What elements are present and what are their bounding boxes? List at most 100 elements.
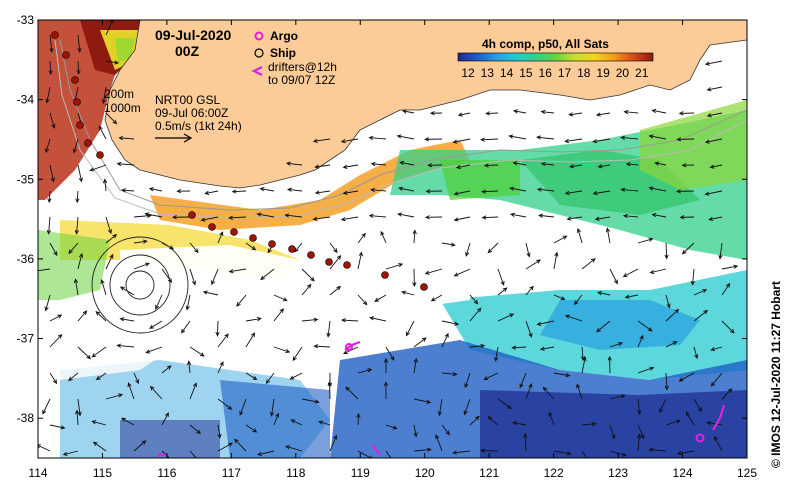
current-arrow bbox=[509, 212, 527, 218]
current-arrow bbox=[542, 386, 555, 400]
current-arrow bbox=[77, 310, 88, 322]
current-arrow bbox=[374, 294, 387, 302]
current-arrow bbox=[453, 268, 471, 277]
current-arrow bbox=[654, 161, 667, 166]
ship-position bbox=[230, 228, 238, 236]
current-arrow bbox=[706, 86, 723, 92]
current-arrow bbox=[340, 138, 359, 144]
current-arrow bbox=[239, 398, 247, 416]
current-arrow bbox=[665, 308, 680, 322]
current-arrow bbox=[678, 111, 695, 116]
current-arrow bbox=[512, 109, 527, 114]
current-arrow bbox=[508, 134, 527, 140]
current-arrow bbox=[463, 398, 471, 416]
colorbar-scale bbox=[457, 52, 654, 62]
current-arrow bbox=[441, 332, 449, 348]
current-arrow bbox=[68, 372, 79, 382]
current-arrow bbox=[536, 135, 555, 140]
current-arrow bbox=[413, 337, 427, 348]
colorbar-label: 15 bbox=[519, 66, 533, 80]
sst-field bbox=[38, 20, 747, 458]
current-arrow bbox=[553, 294, 566, 301]
current-arrow bbox=[259, 187, 275, 192]
current-arrow bbox=[620, 187, 639, 192]
current-arrow bbox=[435, 434, 443, 452]
current-arrow bbox=[95, 311, 107, 322]
argo-symbol bbox=[254, 31, 264, 41]
current-arrow bbox=[98, 125, 107, 140]
current-arrow bbox=[217, 398, 233, 410]
current-arrow bbox=[487, 242, 499, 254]
y-tick-label: -37 bbox=[17, 332, 35, 346]
colorbar-label: 21 bbox=[635, 66, 649, 80]
current-arrow bbox=[512, 421, 527, 426]
ship-position bbox=[343, 261, 351, 269]
current-arrow bbox=[189, 346, 205, 357]
current-arrow bbox=[623, 109, 639, 115]
current-arrow bbox=[273, 294, 288, 302]
current-arrow bbox=[523, 433, 528, 452]
current-arrow bbox=[49, 164, 55, 183]
current-arrow bbox=[77, 252, 84, 270]
current-arrow bbox=[676, 189, 695, 194]
current-arrow bbox=[176, 188, 191, 194]
current-arrow bbox=[401, 109, 415, 114]
current-arrow bbox=[289, 372, 303, 380]
ship-position bbox=[208, 223, 216, 231]
current-arrow bbox=[607, 355, 612, 374]
current-arrow bbox=[342, 190, 359, 195]
current-arrow bbox=[314, 190, 331, 195]
current-arrow bbox=[437, 398, 443, 417]
current-arrow bbox=[665, 341, 678, 348]
colorbar-label: 13 bbox=[481, 66, 495, 80]
current-arrow bbox=[413, 398, 432, 404]
current-arrow bbox=[681, 163, 695, 168]
product-name: NRT00 GSL bbox=[155, 93, 220, 107]
current-arrow bbox=[211, 268, 219, 286]
y-tick-label: -36 bbox=[17, 252, 35, 266]
current-arrow bbox=[217, 333, 229, 348]
x-tick-label: 115 bbox=[93, 466, 112, 480]
current-arrow bbox=[356, 412, 361, 426]
colorbar-label: 16 bbox=[539, 66, 553, 80]
current-arrow bbox=[77, 34, 82, 53]
current-arrow bbox=[625, 162, 639, 167]
x-tick-label: 120 bbox=[415, 466, 435, 480]
current-arrow bbox=[204, 190, 219, 196]
current-arrow bbox=[595, 112, 611, 117]
current-arrow bbox=[553, 450, 572, 456]
current-arrow bbox=[429, 111, 443, 116]
current-arrow bbox=[329, 434, 338, 452]
current-arrow bbox=[413, 447, 432, 452]
legend-ship: Ship bbox=[270, 46, 296, 60]
current-arrow bbox=[512, 161, 527, 166]
current-arrow bbox=[284, 213, 303, 218]
current-arrow bbox=[228, 268, 247, 274]
current-arrow bbox=[72, 138, 79, 154]
ship-position bbox=[62, 51, 70, 59]
current-arrow bbox=[120, 417, 135, 426]
current-arrow bbox=[245, 424, 258, 433]
ship-track bbox=[51, 31, 428, 291]
current-arrow bbox=[127, 382, 135, 400]
current-arrow bbox=[452, 450, 471, 455]
current-arrow bbox=[452, 138, 471, 144]
legend-argo: Argo bbox=[270, 29, 298, 43]
current-arrow bbox=[265, 372, 275, 385]
current-arrow bbox=[665, 294, 671, 309]
current-arrow bbox=[469, 415, 480, 426]
current-arrow bbox=[217, 442, 233, 452]
current-arrow bbox=[637, 366, 655, 374]
current-arrow bbox=[368, 213, 387, 219]
ship-position bbox=[96, 151, 104, 159]
current-arrow bbox=[314, 164, 331, 169]
current-arrow bbox=[105, 233, 118, 244]
current-arrow bbox=[464, 372, 471, 389]
current-arrow bbox=[383, 381, 389, 400]
map-hour: 00Z bbox=[175, 43, 200, 59]
x-tick-label: 114 bbox=[28, 466, 47, 480]
current-arrow bbox=[180, 320, 191, 334]
current-arrow bbox=[453, 190, 471, 196]
current-arrow bbox=[105, 216, 112, 235]
current-arrow bbox=[637, 424, 645, 440]
